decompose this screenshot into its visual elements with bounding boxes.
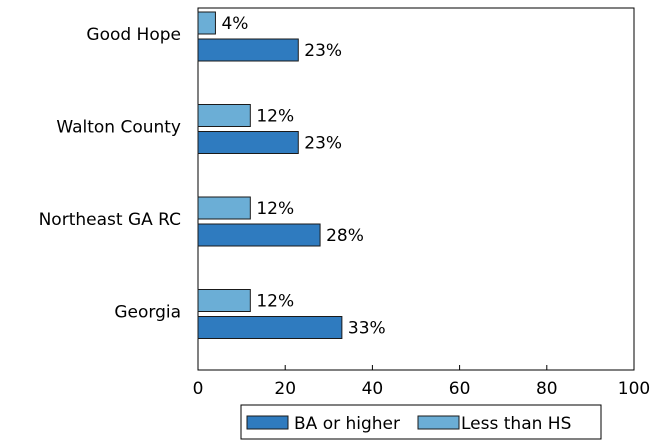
- x-tick-label-100: 100: [618, 379, 650, 399]
- legend-label-ba-or-higher: BA or higher: [294, 414, 400, 434]
- data-label-less-than-hs-northeast-ga-rc: 12%: [256, 199, 294, 219]
- data-label-ba-or-higher-walton-county: 23%: [304, 134, 342, 154]
- legend-box: [240, 404, 602, 440]
- data-label-ba-or-higher-good-hope: 23%: [304, 41, 342, 61]
- x-tick-label-0: 0: [193, 379, 204, 399]
- data-label-ba-or-higher-georgia: 33%: [348, 319, 386, 339]
- plot-frame: [197, 7, 635, 371]
- category-label-good-hope: Good Hope: [86, 25, 181, 45]
- bar-less-than-hs-georgia: [197, 289, 251, 312]
- bar-ba-or-higher-georgia: [197, 316, 343, 339]
- x-tick-label-40: 40: [362, 379, 384, 399]
- bar-less-than-hs-northeast-ga-rc: [197, 196, 251, 220]
- x-tick-label-20: 20: [274, 379, 296, 399]
- data-label-less-than-hs-good-hope: 4%: [221, 14, 248, 34]
- x-tick-label-80: 80: [536, 379, 558, 399]
- legend: BA or higher Less than HS: [240, 404, 602, 440]
- category-label-northeast-ga-rc: Northeast GA RC: [39, 210, 181, 230]
- data-label-less-than-hs-georgia: 12%: [256, 292, 294, 312]
- legend-swatch-ba-or-higher: [246, 415, 289, 430]
- bar-ba-or-higher-good-hope: [197, 38, 299, 62]
- legend-label-less-than-hs: Less than HS: [461, 414, 571, 434]
- bar-less-than-hs-good-hope: [197, 11, 216, 35]
- bar-ba-or-higher-walton-county: [197, 131, 299, 154]
- x-tick-label-60: 60: [449, 379, 471, 399]
- data-label-ba-or-higher-northeast-ga-rc: 28%: [326, 226, 364, 246]
- category-label-georgia: Georgia: [114, 303, 181, 323]
- category-label-walton-county: Walton County: [56, 118, 181, 138]
- bar-less-than-hs-walton-county: [197, 104, 251, 127]
- legend-swatch-less-than-hs: [417, 415, 460, 430]
- data-label-less-than-hs-walton-county: 12%: [256, 107, 294, 127]
- bar-ba-or-higher-northeast-ga-rc: [197, 223, 321, 247]
- chart-marks: Good Hope 4% 23% Walton County 12% 23% Northea…: [39, 11, 650, 399]
